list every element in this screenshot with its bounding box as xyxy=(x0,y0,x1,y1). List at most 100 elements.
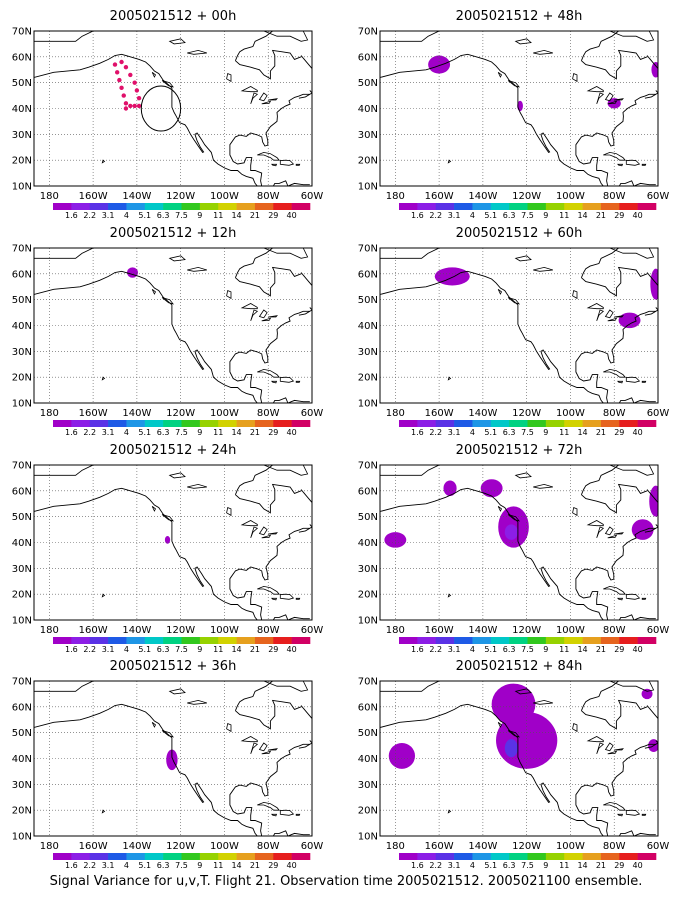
lat-tick-label: 60N xyxy=(12,52,32,63)
coastline xyxy=(268,748,278,751)
colorbar-swatch xyxy=(600,420,620,427)
variance-region xyxy=(127,267,138,278)
lon-tick-label: 120W xyxy=(166,191,195,202)
flight-track-point xyxy=(132,80,137,85)
colorbar-swatch xyxy=(619,420,638,427)
colorbar-swatch xyxy=(291,853,311,860)
coastline xyxy=(604,309,614,319)
colorbar-label: 1.6 xyxy=(65,428,78,437)
coastline xyxy=(34,53,258,186)
coastline xyxy=(300,272,312,307)
coastline xyxy=(641,597,647,600)
target-circle xyxy=(140,85,182,132)
coastline xyxy=(161,514,175,522)
coastline xyxy=(575,310,656,403)
lon-tick-label: 60W xyxy=(301,191,324,202)
coastline xyxy=(298,307,312,316)
colorbar-label: 2.2 xyxy=(429,428,442,437)
map-panel-5: 2005021512 + 48h 10N 20N 30N 40N 50N 60N 70N 180… xyxy=(358,9,670,220)
lon-tick-label: 120W xyxy=(512,841,541,852)
colorbar-label: 1.6 xyxy=(65,861,78,870)
plot-frame xyxy=(379,247,659,404)
coastline xyxy=(614,748,624,751)
lat-tick-label: 40N xyxy=(12,104,32,115)
colorbar-label: 14 xyxy=(577,211,587,220)
coastline xyxy=(263,248,309,259)
lon-tick-label: 80W xyxy=(603,841,626,852)
colorbar-swatch xyxy=(181,420,201,427)
coastline xyxy=(101,159,106,164)
colorbar-label: 21 xyxy=(596,861,606,870)
colorbar-label: 3.1 xyxy=(448,645,461,654)
lat-tick-label: 50N xyxy=(12,295,32,306)
coastline xyxy=(380,31,442,42)
lon-tick-label: 100W xyxy=(210,625,239,636)
colorbar-swatch xyxy=(582,420,602,427)
coastline xyxy=(618,180,656,186)
lon-tick-label: 160W xyxy=(79,841,108,852)
lat-tick-label: 60N xyxy=(358,702,378,713)
colorbar-swatch xyxy=(218,203,237,210)
coastline xyxy=(603,368,627,378)
coastline xyxy=(572,290,578,300)
lon-tick-label: 140W xyxy=(468,625,497,636)
colorbar-label: 11 xyxy=(213,861,223,870)
colorbar-swatch xyxy=(454,420,473,427)
colorbar-label: 4 xyxy=(470,428,475,437)
colorbar-swatch xyxy=(291,420,311,427)
lon-tick-label: 180 xyxy=(40,841,59,852)
colorbar-swatch xyxy=(181,853,201,860)
coastline xyxy=(380,487,604,620)
panel-title: 2005021512 + 48h xyxy=(456,9,583,24)
flight-track-point xyxy=(136,103,142,109)
lon-tick-label: 140W xyxy=(122,408,151,419)
variance-region xyxy=(649,485,658,517)
colorbar-swatch xyxy=(619,637,638,644)
colorbar-label: 14 xyxy=(231,645,241,654)
colorbar-swatch xyxy=(199,853,219,860)
colorbar-swatch xyxy=(199,420,219,427)
coastline xyxy=(34,248,96,259)
coastline xyxy=(187,49,208,55)
lat-tick-label: 20N xyxy=(358,373,378,384)
colorbar-label: 7.5 xyxy=(521,211,534,220)
coastline xyxy=(235,483,302,514)
coastline xyxy=(101,593,106,598)
colorbar-swatch xyxy=(163,637,182,644)
lat-tick-label: 30N xyxy=(12,780,32,791)
colorbar-label: 5.1 xyxy=(484,861,497,870)
coastline xyxy=(268,532,278,535)
coastline xyxy=(572,723,578,733)
colorbar-swatch xyxy=(417,203,437,210)
variance-region xyxy=(164,536,171,544)
coastline xyxy=(514,38,532,45)
lat-tick-label: 20N xyxy=(12,156,32,167)
colorbar-label: 6.3 xyxy=(503,428,516,437)
coastline xyxy=(257,585,281,595)
coastline xyxy=(300,489,312,524)
coastline xyxy=(151,721,157,728)
colorbar-swatch xyxy=(490,853,510,860)
colorbar-swatch xyxy=(71,853,91,860)
flight-track-point xyxy=(128,103,133,109)
flight-track-point xyxy=(121,93,126,98)
coastline xyxy=(618,830,656,836)
coastline xyxy=(271,597,278,601)
colorbar-swatch xyxy=(619,203,638,210)
colorbar: 1.6 2.2 3.1 4 5.1 6.3 7.5 9 11 14 21 29 40 xyxy=(53,853,311,870)
coastline xyxy=(596,92,605,105)
coastline xyxy=(240,303,258,310)
colorbar-swatch xyxy=(254,420,274,427)
coastline xyxy=(447,376,452,381)
coastline xyxy=(603,151,627,161)
coastline xyxy=(380,703,604,836)
colorbar-label: 21 xyxy=(250,428,260,437)
colorbar-swatch xyxy=(454,203,473,210)
coastline xyxy=(226,73,232,83)
coastline xyxy=(575,93,656,186)
lon-tick-label: 160W xyxy=(425,625,454,636)
lat-tick-label: 70N xyxy=(358,27,378,38)
colorbar-label: 6.3 xyxy=(157,428,170,437)
colorbar-swatch xyxy=(545,203,565,210)
coastline xyxy=(268,98,278,101)
